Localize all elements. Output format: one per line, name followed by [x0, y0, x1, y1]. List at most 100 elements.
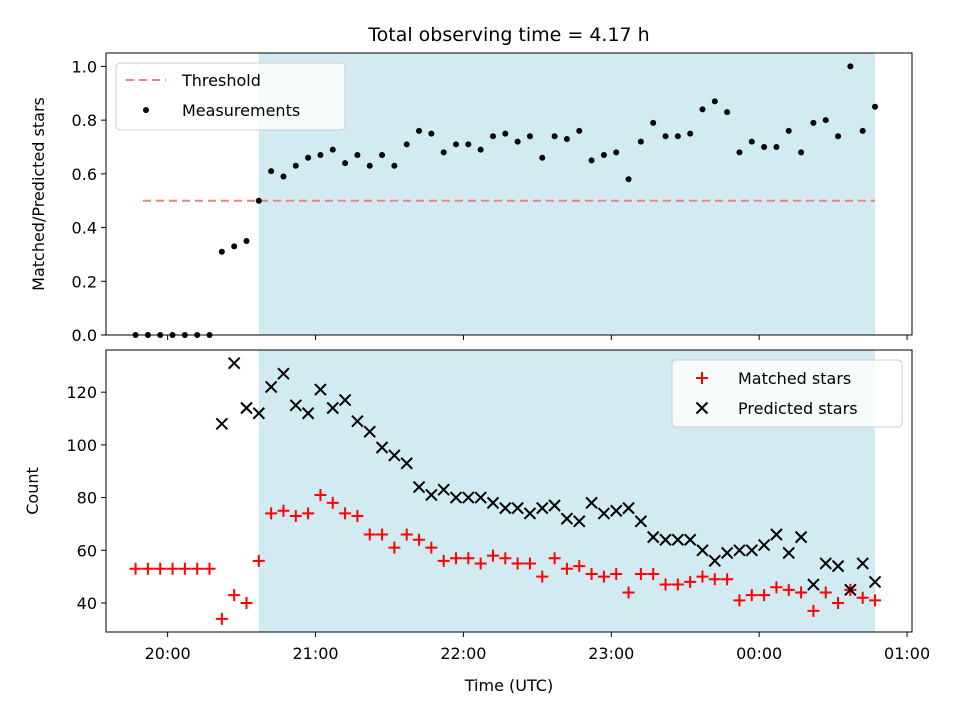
chart-title: Total observing time = 4.17 h [367, 24, 649, 46]
matched-star-point [129, 562, 142, 575]
measurement-point [317, 152, 324, 159]
top-ytick-label: 1.0 [72, 57, 97, 76]
matched-star-point [462, 552, 475, 565]
measurement-point [847, 63, 854, 70]
matched-star-point [400, 528, 413, 541]
matched-star-point [252, 554, 265, 567]
predicted-star-point [794, 530, 808, 544]
matched-star-point [560, 562, 573, 575]
matched-star-point [215, 612, 228, 625]
predicted-star-point [831, 559, 845, 573]
measurement-point [563, 135, 570, 142]
predicted-star-point [486, 496, 500, 510]
predicted-star-point [548, 499, 561, 512]
measurement-point [379, 152, 386, 159]
predicted-star-point [314, 383, 327, 396]
predicted-star-point [696, 544, 709, 557]
measurement-point [859, 127, 866, 134]
predicted-star-point [757, 538, 771, 552]
predicted-star-point [227, 356, 241, 370]
measurement-point [588, 157, 595, 164]
matched-star-point [585, 568, 598, 581]
measurement-point [391, 162, 398, 169]
measurement-point [502, 130, 509, 137]
matched-star-point [721, 573, 734, 586]
top-ytick-label: 0.0 [72, 326, 97, 345]
measurement-point [798, 149, 805, 156]
bottom-xtick-label: 01:00 [884, 644, 930, 663]
matched-star-point [450, 552, 463, 565]
matched-star-point [376, 528, 389, 541]
predicted-star-point [499, 501, 512, 515]
predicted-star-point [474, 491, 487, 504]
predicted-star-point [301, 407, 315, 420]
matched-star-point [708, 573, 721, 586]
legend-predicted-swatch [695, 401, 709, 415]
matched-star-point [351, 510, 364, 523]
measurement-point [218, 248, 225, 255]
predicted-star-point [264, 380, 278, 394]
predicted-star-point [252, 407, 266, 420]
bottom-ytick-label: 60 [77, 541, 97, 560]
matched-star-point [413, 533, 426, 546]
predicted-star-point [856, 557, 869, 570]
top-ylabel: Matched/Predicted stars [29, 97, 48, 291]
predicted-star-point [683, 533, 697, 546]
matched-star-point [141, 562, 154, 575]
measurement-point [810, 119, 817, 126]
matched-star-point [610, 568, 623, 581]
top-axes-frame [105, 52, 913, 336]
measurement-point [711, 98, 718, 105]
measurement-point [268, 168, 275, 175]
matched-star-point [659, 578, 672, 591]
matched-star-point [178, 562, 191, 575]
matched-star-point [363, 528, 376, 541]
measurement-point [748, 138, 755, 145]
legend-box [115, 62, 346, 131]
measurement-point [440, 149, 447, 156]
matched-star-point [758, 589, 771, 602]
measurement-point [280, 173, 287, 180]
predicted-star-point [807, 578, 820, 591]
predicted-star-point [646, 530, 660, 544]
predicted-star-point [868, 575, 882, 589]
measurement-point [342, 160, 349, 167]
measurement-point [662, 133, 669, 140]
predicted-star-point [462, 491, 475, 504]
predicted-star-point [425, 488, 438, 502]
bottom-axes-frame [105, 349, 913, 633]
bottom-xtick-label: 23:00 [588, 644, 634, 663]
matched-star-point [819, 586, 832, 599]
legend-matched-swatch [696, 372, 708, 384]
legend-threshold-label: Threshold [181, 71, 261, 90]
matched-star-point [869, 594, 882, 607]
top-ytick-label: 0.4 [72, 219, 97, 238]
bottom-ylabel: Count [23, 467, 42, 515]
predicted-star-point [733, 544, 746, 557]
matched-star-point [622, 586, 635, 599]
matched-star-point [684, 575, 697, 588]
top-legend: Threshold Measurements [115, 62, 346, 131]
matched-star-point [240, 597, 253, 610]
legend-matched-label: Matched stars [738, 369, 851, 388]
matched-star-point [154, 562, 167, 575]
bottom-ytick-label: 100 [66, 436, 97, 455]
predicted-star-point [412, 480, 426, 494]
measurement-point [761, 144, 768, 150]
bottom-xtick-label: 22:00 [440, 644, 486, 663]
matched-star-point [832, 597, 845, 610]
matched-star-point [437, 554, 450, 567]
matched-star-point [511, 557, 524, 570]
measurement-point [366, 162, 373, 169]
predicted-star-point [215, 417, 229, 431]
measurement-point [292, 162, 299, 169]
measurement-point [674, 133, 681, 140]
matched-star-point [634, 568, 647, 581]
measurement-point [428, 130, 435, 137]
measurement-point [231, 243, 238, 250]
matched-star-point [647, 568, 660, 581]
measurement-point [551, 133, 558, 140]
predicted-star-point [388, 449, 401, 462]
predicted-star-point [277, 367, 290, 380]
